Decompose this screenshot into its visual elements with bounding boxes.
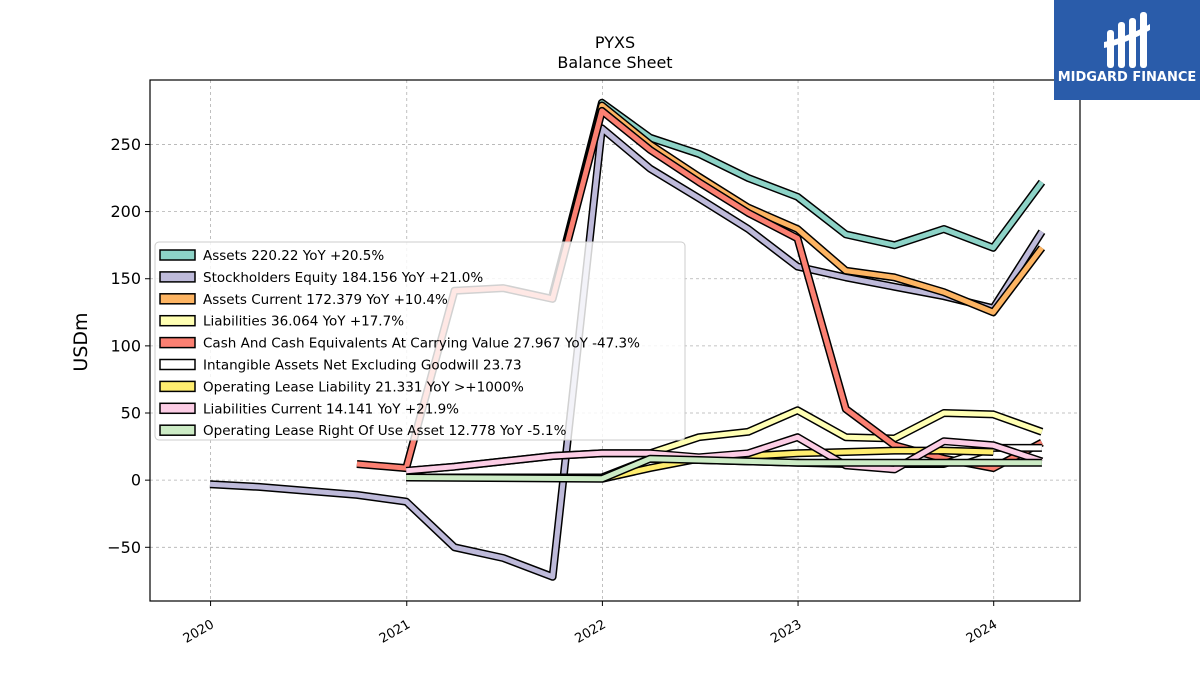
midgard-finance-logo: MIDGARD FINANCE [1054, 0, 1200, 100]
series-line-1 [209, 124, 1046, 581]
series-line-7 [405, 433, 1044, 475]
legend-swatch [159, 314, 196, 327]
y-tick-label: 150 [110, 269, 141, 288]
legend-swatch [159, 424, 196, 436]
legend-swatch [159, 380, 196, 393]
legend-label: Liabilities Current 14.141 YoY +21.9% [203, 401, 459, 417]
legend-swatch [159, 358, 196, 371]
logo-text: MIDGARD FINANCE [1058, 70, 1197, 85]
chart-title: PYXS [595, 33, 635, 52]
legend-item: Assets 220.22 YoY +20.5% [159, 248, 384, 264]
y-tick-label: 100 [110, 336, 141, 355]
legend-swatch [159, 402, 196, 415]
legend-label: Intangible Assets Net Excluding Goodwill… [203, 358, 522, 374]
y-tick-label: 200 [110, 202, 141, 221]
legend-item: Cash And Cash Equivalents At Carrying Va… [159, 336, 640, 352]
legend-label: Operating Lease Right Of Use Asset 12.77… [203, 423, 567, 439]
y-tick-label: −50 [107, 538, 141, 557]
y-tick-label: 0 [131, 471, 141, 490]
legend-item: Intangible Assets Net Excluding Goodwill… [159, 358, 522, 374]
legend-item: Liabilities 36.064 YoY +17.7% [159, 314, 404, 330]
y-axis-label: USDm [70, 312, 92, 371]
legend-frame [154, 241, 686, 441]
legend-label: Liabilities 36.064 YoY +17.7% [203, 314, 404, 330]
legend-item: Operating Lease Right Of Use Asset 12.77… [159, 423, 567, 439]
plot-frame [149, 79, 1081, 602]
legend-item: Stockholders Equity 184.156 YoY +21.0% [159, 270, 483, 286]
legend-swatch [159, 336, 196, 349]
chart-subtitle: Balance Sheet [557, 53, 672, 72]
legend-label: Assets 220.22 YoY +20.5% [203, 248, 384, 264]
y-tick-label: 250 [110, 135, 141, 154]
logo-mark-icon [1104, 12, 1150, 68]
logo-background [1054, 0, 1200, 100]
series-stroke [550, 100, 1044, 296]
series-stroke [550, 103, 1044, 315]
legend-swatch [159, 271, 196, 283]
legend-item: Operating Lease Liability 21.331 YoY >+1… [159, 379, 524, 395]
legend-label: Operating Lease Liability 21.331 YoY >+1… [203, 379, 524, 395]
series-stroke [405, 434, 1043, 474]
series-line-2 [548, 101, 1046, 317]
legend-swatch [159, 293, 196, 305]
series-stroke [209, 125, 1045, 580]
series-line-8 [406, 454, 1042, 483]
y-tick-label: 50 [121, 404, 141, 423]
series-line-0 [548, 98, 1046, 296]
legend-item: Assets Current 172.379 YoY +10.4% [159, 292, 448, 308]
legend: Assets 220.22 YoY +20.5% Stockholders Equ… [154, 241, 686, 441]
legend-item: Liabilities Current 14.141 YoY +21.9% [159, 401, 459, 417]
legend-label: Assets Current 172.379 YoY +10.4% [203, 292, 448, 308]
legend-label: Cash And Cash Equivalents At Carrying Va… [203, 336, 640, 352]
legend-swatch [159, 249, 196, 261]
series-stroke [406, 456, 1042, 482]
legend-label: Stockholders Equity 184.156 YoY +21.0% [203, 270, 483, 286]
